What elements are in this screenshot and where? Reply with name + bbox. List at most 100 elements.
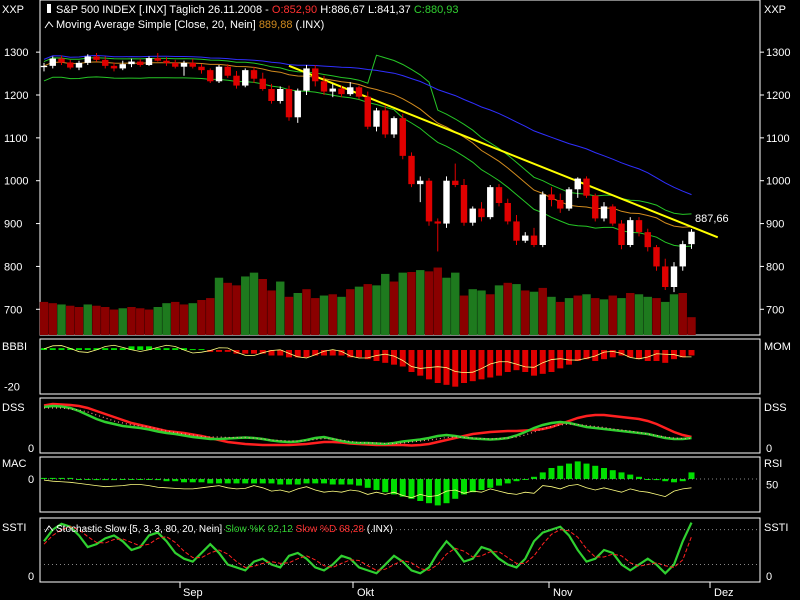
ssti-symbol: (.INX) [367,524,393,535]
mac-bar [189,479,196,483]
ssti-tick-label-right: 0 [766,571,772,583]
volume-bar [407,272,416,335]
mac-bar [644,479,651,480]
trendline-value-label: 887,66 [695,213,729,225]
mac-bar [461,479,467,495]
volume-bar [486,294,495,335]
volume-bar [171,301,180,335]
mac-bar [242,479,249,484]
mac-bar [233,479,240,484]
candle-body [364,96,371,127]
candle-body [67,62,74,68]
candle-body [399,118,406,156]
volume-bar [389,281,399,335]
candle-body [600,206,608,219]
ssti-panel [39,517,761,583]
price-tick-label-right: 1100 [766,133,790,145]
bbbi-bar [539,350,546,374]
candle-body [207,70,214,82]
volume-bar [529,291,539,335]
candle-body [662,266,669,287]
bbbi-bar [609,350,616,358]
ssti-k-label: Slow %K 92,12 [225,524,293,535]
volume-bar [293,293,302,335]
candle-body [452,180,459,185]
volume-bar [162,303,171,335]
bbbi-bar [146,346,152,350]
volume-bar [179,304,189,335]
mac-bar [618,472,625,479]
mac-bar [294,479,301,485]
volume-bar [608,295,617,335]
mac-bar [251,479,257,484]
high-value: H:886,67 [320,4,365,16]
mac-bar [382,479,389,493]
candle-body [110,65,118,69]
mac-bar [216,479,222,484]
bbbi-bar [548,350,555,372]
bbbi-bar [137,346,144,350]
ssti-panel-frame [39,517,761,583]
volume-bar [188,303,197,335]
price-tick-label-left: 1100 [4,133,28,145]
candle-legend-icon [47,4,51,13]
candle-body [443,180,450,224]
mac-bar [566,463,572,479]
bbbi-bar [478,350,485,380]
dss-line-green [43,404,692,446]
ssti-d-label: Slow %D 68,28 [296,524,365,535]
candle-body [198,66,205,71]
mac-bar [364,479,371,488]
bbbi-bar [347,350,354,358]
candle-body [329,88,336,92]
volume-bar [564,298,574,335]
mac-bar [49,477,56,479]
ma-label: Moving Average Simple [Close, 20, Nein] [56,19,256,31]
axis-ticks: 700 700 800 800 900 900 1000 1000 1100 1100 1200 12… [4,47,790,588]
volume-bar [109,309,119,335]
volume-bar [136,308,145,335]
mac-bar [574,461,581,479]
header-line-1: S&P 500 INDEX [.INX] Täglich 26.11.2008 … [56,4,458,16]
bbbi-bar [627,350,634,358]
candle-body [259,78,266,89]
mac-bar [321,479,327,484]
bbbi-bar [452,350,459,387]
volume-bar [634,294,644,335]
volume-bar [556,301,565,335]
x-label-nov: Nov [553,587,573,599]
mac-bar [478,479,485,490]
mac-bar [347,479,354,485]
bbbi-bar [67,348,74,350]
mac-bar [224,479,231,484]
candle-body [478,208,485,218]
volume-bar [302,289,311,335]
mac-bar [286,479,292,485]
mac-bar [522,479,529,480]
volume-bar [258,279,267,335]
volume-bar [372,285,381,335]
candle-body [180,62,188,67]
candle-body [303,68,310,91]
volume-bar [39,301,49,335]
mac-bar [154,479,161,481]
candle-body [382,110,389,135]
volume-bar [573,295,582,335]
volume-bar [459,295,469,335]
mac-bar [163,479,170,482]
bbbi-bar [216,350,222,352]
bbbi-bar [163,348,170,350]
mac-bar [609,470,616,479]
candle-body [145,58,153,65]
candle-body [338,88,345,95]
bbbi-bar [338,350,345,356]
mac-bar [391,479,397,495]
mac-bar [303,479,310,484]
mac-bar [76,479,82,480]
mac-label-left: MAC [2,458,27,470]
candle-body [609,206,616,224]
volume-bar [232,285,241,335]
bbbi-bar [189,349,196,351]
bbbi-bar [41,348,47,350]
